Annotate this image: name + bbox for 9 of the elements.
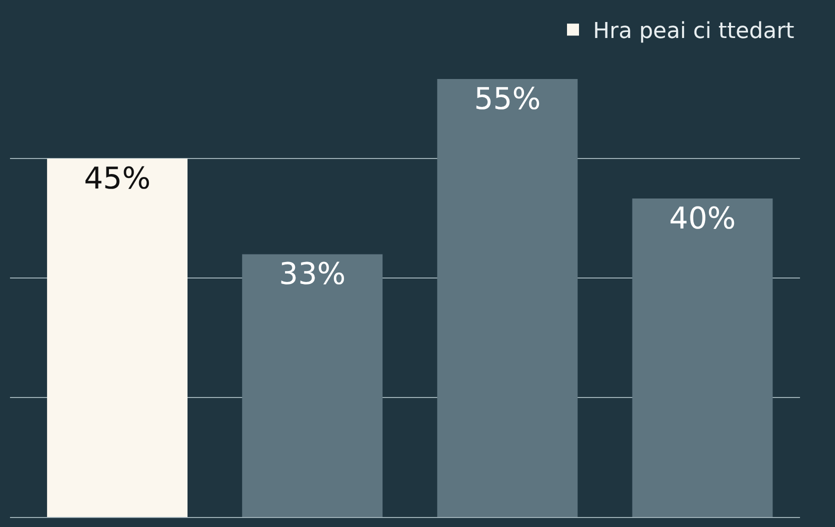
data-label: 33%	[279, 257, 346, 292]
bar	[632, 198, 773, 517]
data-label: 40%	[669, 201, 736, 236]
data-label: 55%	[474, 82, 541, 118]
bar	[437, 79, 578, 517]
bar	[242, 254, 383, 517]
bar	[47, 158, 188, 517]
legend-label: Hra peai ci ttedart	[593, 19, 795, 44]
data-label: 45%	[84, 162, 151, 197]
